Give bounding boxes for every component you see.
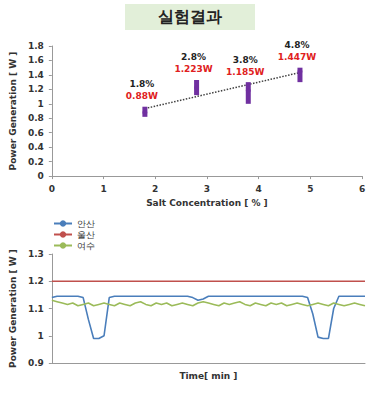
svg-text:6: 6 [359, 184, 365, 194]
svg-text:1: 1 [100, 184, 106, 194]
svg-text:0.2: 0.2 [28, 157, 44, 167]
svg-text:1.2: 1.2 [28, 276, 44, 286]
svg-text:0.8: 0.8 [28, 113, 44, 123]
svg-text:0.9: 0.9 [28, 358, 44, 368]
html-text:실험결과: 실험결과 [158, 7, 222, 26]
svg-text:1.223W: 1.223W [174, 64, 212, 74]
svg-text:1.6: 1.6 [28, 55, 44, 65]
svg-text:1.4: 1.4 [28, 70, 44, 80]
svg-text:0.4: 0.4 [28, 142, 44, 152]
svg-text:2: 2 [152, 184, 158, 194]
svg-text:Time[ min ]: Time[ min ] [179, 371, 237, 381]
svg-text:0.6: 0.6 [28, 128, 44, 138]
svg-text:1: 1 [38, 331, 44, 341]
svg-text:1.8%: 1.8% [129, 79, 154, 89]
svg-text:1: 1 [38, 99, 44, 109]
svg-text:Power Generation [ W ]: Power Generation [ W ] [8, 249, 18, 368]
svg-text:1.447W: 1.447W [278, 52, 316, 62]
svg-text:1.8: 1.8 [28, 41, 44, 51]
svg-text:2.8%: 2.8% [181, 52, 206, 62]
svg-text:1.1: 1.1 [28, 304, 44, 314]
svg-text:5: 5 [307, 184, 313, 194]
svg-text:1.3: 1.3 [28, 249, 44, 259]
svg-text:울산: 울산 [77, 230, 95, 240]
svg-text:1.185W: 1.185W [226, 67, 264, 77]
svg-text:안산: 안산 [77, 219, 95, 229]
svg-text:0: 0 [38, 171, 44, 181]
svg-text:1.2: 1.2 [28, 84, 44, 94]
svg-text:Salt Concentration [ % ]: Salt Concentration [ % ] [146, 198, 268, 208]
svg-text:4: 4 [255, 184, 261, 194]
svg-text:4.8%: 4.8% [284, 40, 309, 50]
svg-text:Power Generation [ W ]: Power Generation [ W ] [8, 52, 18, 171]
svg-text:0: 0 [49, 184, 55, 194]
svg-text:여수: 여수 [77, 241, 95, 251]
svg-text:3: 3 [204, 184, 210, 194]
svg-text:0.88W: 0.88W [126, 91, 158, 101]
svg-text:3.8%: 3.8% [233, 55, 258, 65]
